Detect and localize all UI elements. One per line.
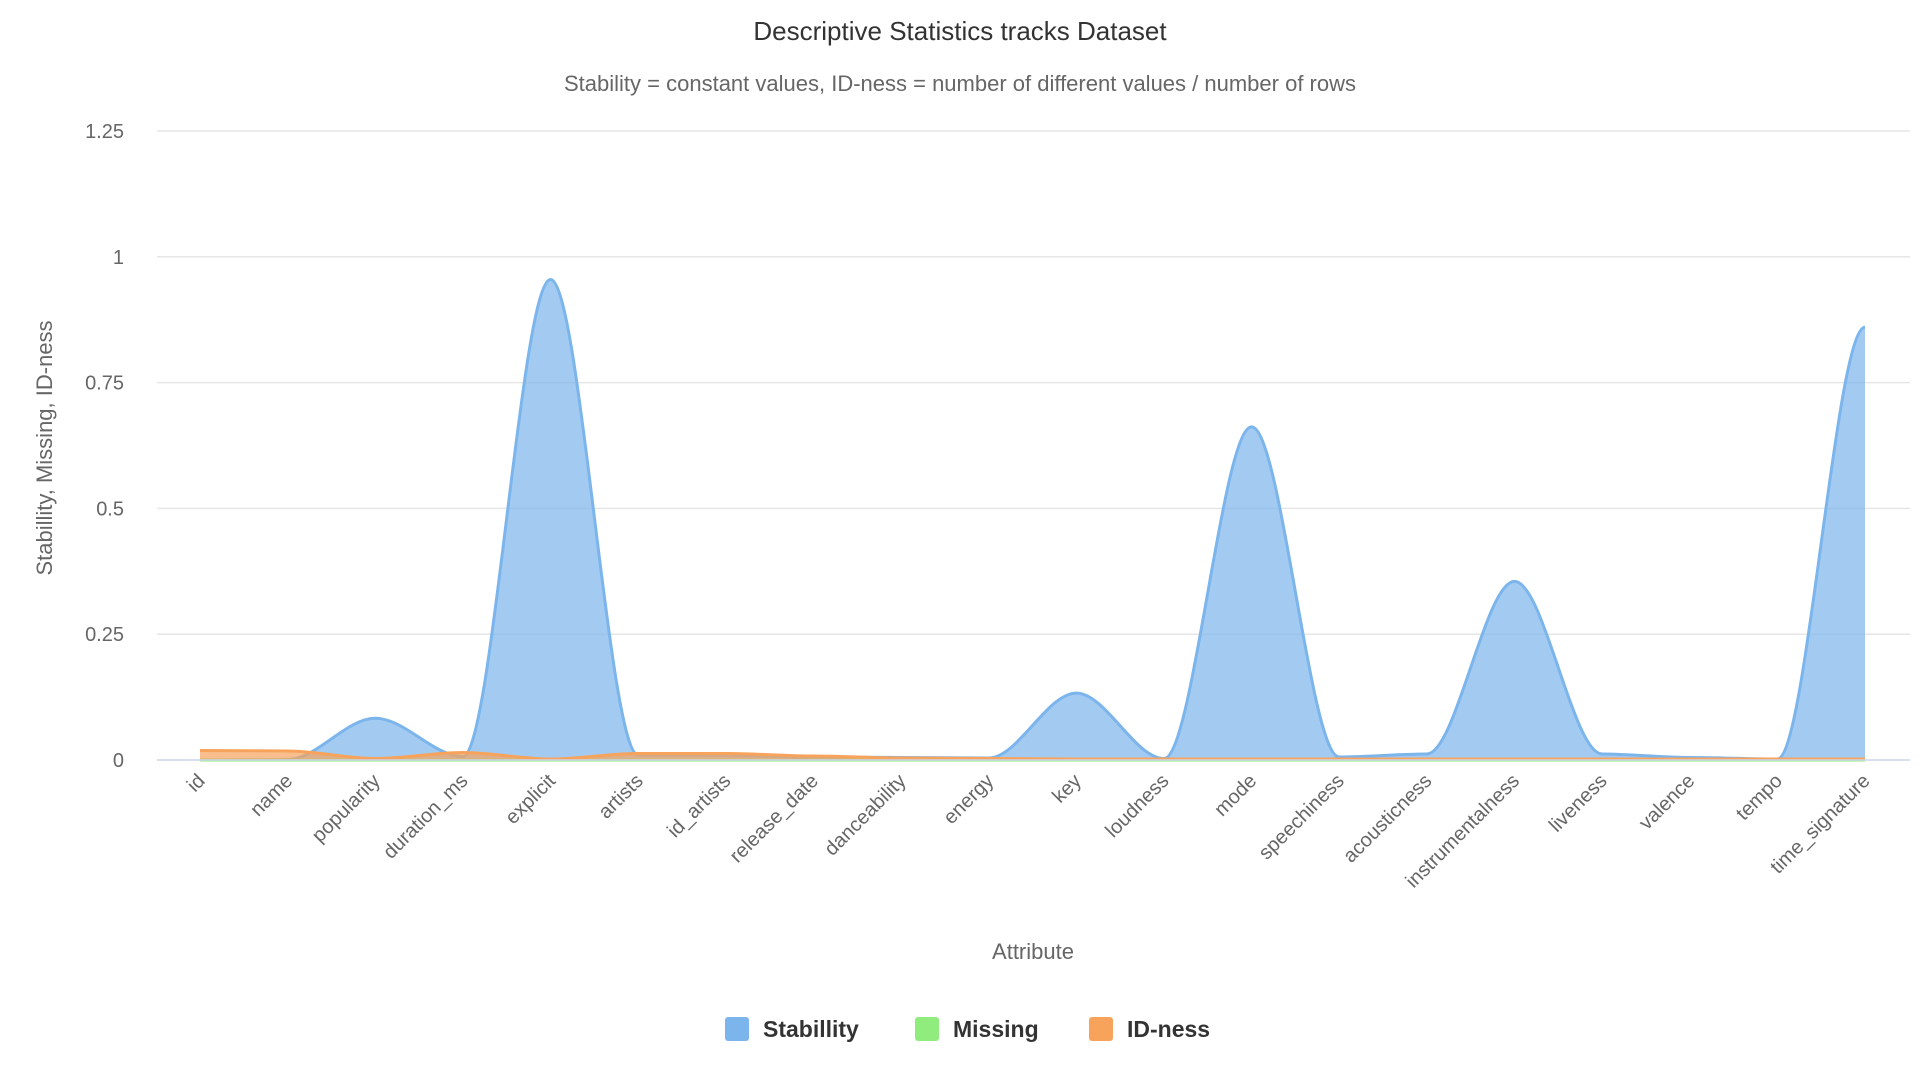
x-tick-label: duration_ms	[379, 770, 472, 863]
series-stabillity	[199, 277, 1866, 762]
chart-subtitle: Stability = constant values, ID-ness = n…	[564, 71, 1356, 96]
y-tick-label: 0.25	[85, 624, 124, 646]
legend-swatch	[725, 1017, 749, 1041]
x-tick-label: id_artists	[663, 770, 735, 842]
x-tick-label: liveness	[1545, 770, 1612, 837]
series-area	[200, 750, 1865, 760]
y-tick-label: 0.5	[96, 498, 124, 520]
legend-swatch	[915, 1017, 939, 1041]
x-tick-label: danceability	[820, 770, 910, 860]
y-tick-label: 0	[113, 750, 124, 772]
y-tick-label: 1.25	[85, 121, 124, 143]
y-axis-ticks: 0 0.25 0.5 0.75 1 1.25	[85, 121, 124, 772]
series-line	[199, 277, 1866, 762]
x-axis-title: Attribute	[992, 939, 1074, 964]
series-areas	[199, 277, 1866, 762]
legend-item-stabillity: Stabillity	[725, 1016, 859, 1042]
grid-lines	[157, 130, 1910, 635]
x-tick-label: explicit	[501, 770, 560, 829]
x-tick-label: valence	[1635, 770, 1699, 834]
x-tick-label: speechiness	[1255, 770, 1349, 864]
legend-item-missing: Missing	[915, 1016, 1039, 1042]
series-area	[200, 279, 1865, 760]
x-tick-label: acousticness	[1339, 770, 1436, 867]
legend-item-id-ness: ID-ness	[1089, 1016, 1210, 1042]
x-tick-label: popularity	[308, 770, 385, 847]
x-tick-label: tempo	[1732, 770, 1787, 825]
legend-label: ID-ness	[1127, 1016, 1210, 1042]
legend-label: Stabillity	[763, 1016, 859, 1042]
y-axis-title: Stabillity, Missing, ID-ness	[32, 320, 57, 575]
series-line	[199, 748, 1865, 761]
x-tick-label: release_date	[726, 770, 823, 867]
y-tick-label: 1	[113, 247, 124, 269]
x-tick-label: id	[183, 770, 210, 797]
x-tick-label: loudness	[1101, 770, 1173, 842]
x-tick-label: key	[1048, 770, 1086, 808]
x-tick-label: name	[246, 770, 297, 821]
legend-swatch	[1089, 1017, 1113, 1041]
y-tick-label: 0.75	[85, 373, 124, 395]
legend-label: Missing	[953, 1016, 1039, 1042]
x-tick-label: energy	[939, 770, 998, 829]
legend: Stabillity Missing ID-ness	[725, 1016, 1210, 1042]
x-tick-label: artists	[594, 770, 647, 823]
x-tick-label: mode	[1210, 770, 1261, 821]
series-id-ness	[199, 748, 1865, 761]
chart-title: Descriptive Statistics tracks Dataset	[753, 16, 1167, 46]
